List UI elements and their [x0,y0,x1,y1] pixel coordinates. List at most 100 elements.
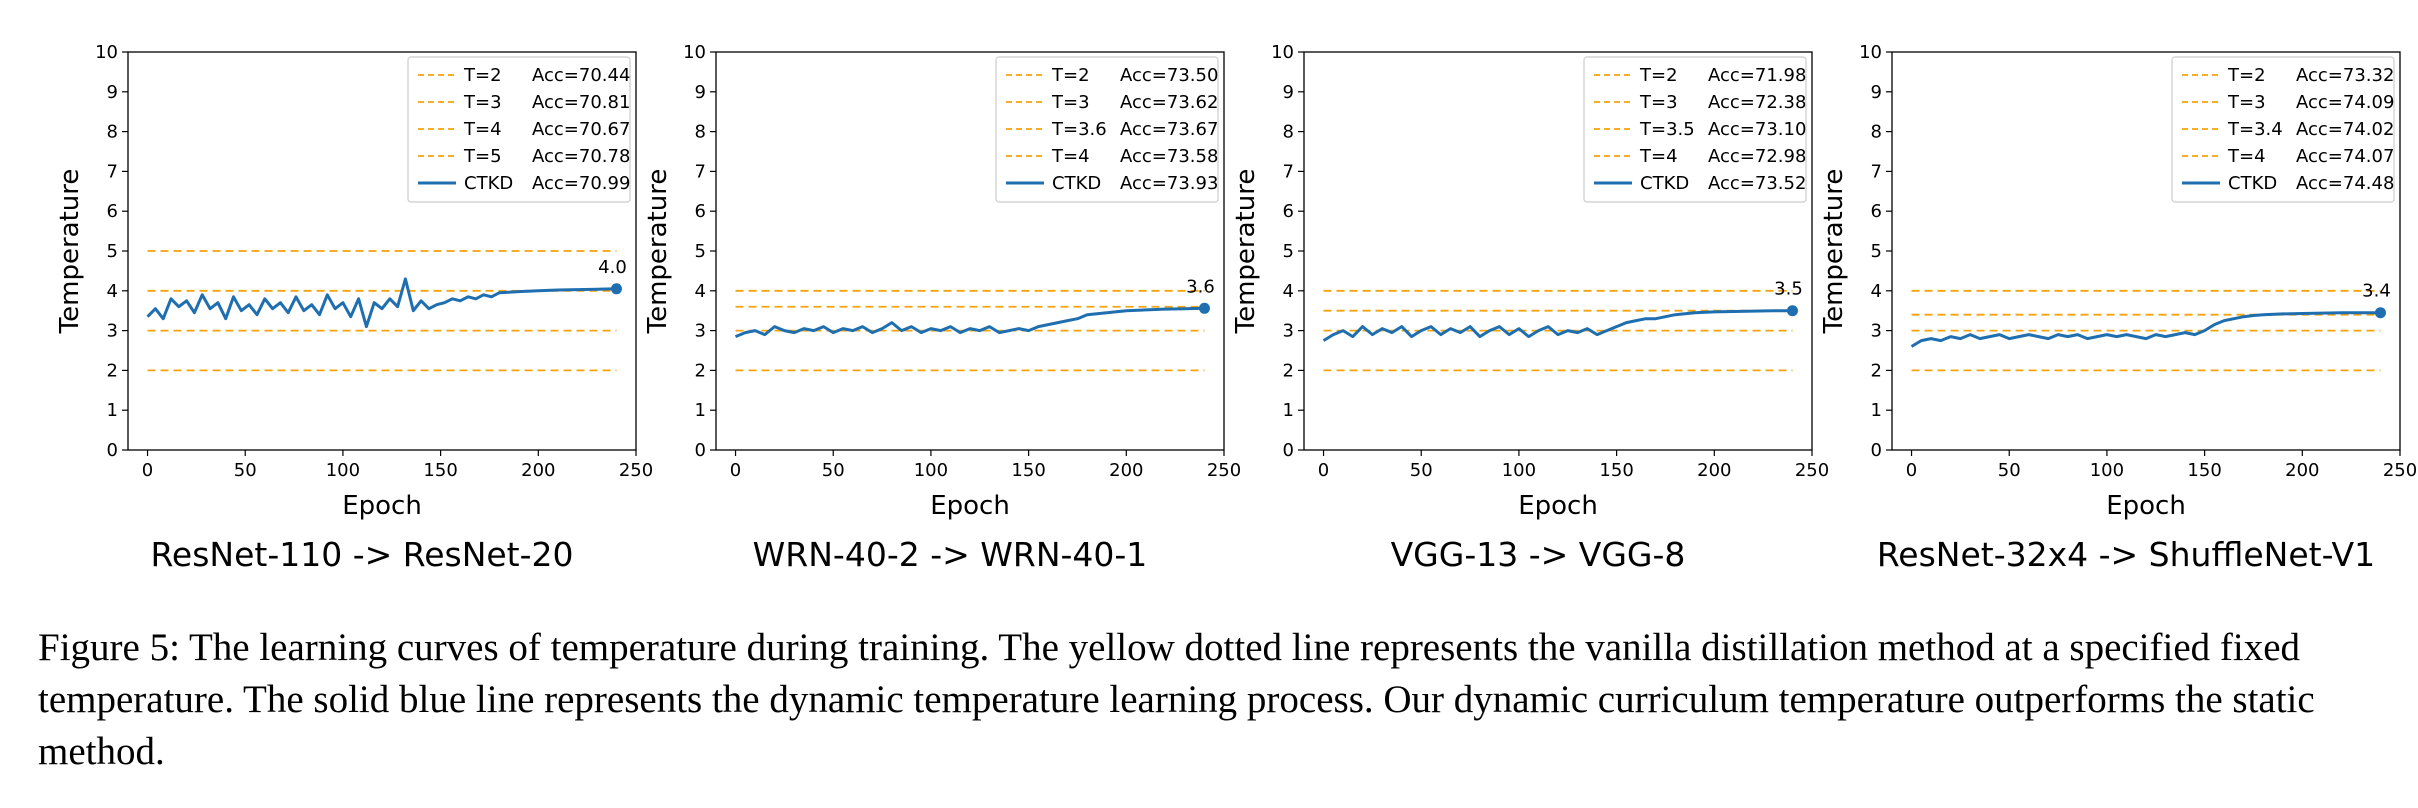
legend-label: CTKD [1052,173,1101,194]
y-tick-label: 10 [95,42,118,63]
panel-title: WRN-40-2 -> WRN-40-1 [753,535,1148,574]
legend-label: T=5 [463,146,502,167]
legend-label: T=3.4 [2227,119,2283,140]
y-tick-label: 1 [107,400,118,421]
x-tick-label: 200 [1697,460,1731,481]
y-tick-label: 7 [1871,161,1882,182]
ctkd-curve [1322,309,1793,342]
legend-label: T=3.6 [1051,119,1107,140]
y-tick-label: 8 [1283,122,1294,143]
y-tick-label: 2 [695,360,706,381]
figure-caption: Figure 5: The learning curves of tempera… [38,626,2315,773]
ctkd-final-point [1786,305,1798,317]
y-tick-label: 10 [1859,42,1882,63]
y-tick-label: 5 [1283,241,1294,262]
x-tick-label: 0 [730,460,741,481]
ctkd-curve [146,277,617,329]
ctkd-final-label: 4.0 [598,257,627,278]
y-tick-label: 5 [695,241,706,262]
y-tick-label: 2 [1283,360,1294,381]
ctkd-final-point [610,283,622,295]
y-axis-label: Temperature [643,169,673,335]
x-tick-label: 50 [234,460,257,481]
y-tick-label: 5 [107,241,118,262]
x-tick-label: 0 [142,460,153,481]
legend-accuracy: Acc=73.93 [1120,173,1218,194]
y-tick-label: 0 [1871,440,1882,461]
legend-accuracy: Acc=74.48 [2296,173,2394,194]
x-tick-label: 100 [1502,460,1536,481]
x-tick-label: 250 [2383,460,2417,481]
y-tick-label: 8 [1871,122,1882,143]
x-axis-label: Epoch [2106,491,2186,521]
legend-label: T=4 [2227,146,2266,167]
x-tick-label: 150 [1599,460,1633,481]
legend-label: CTKD [2228,173,2277,194]
x-tick-label: 100 [2090,460,2124,481]
x-tick-label: 50 [822,460,845,481]
legend-label: T=3 [1639,92,1678,113]
x-axis-label: Epoch [342,491,422,521]
legend-accuracy: Acc=72.38 [1708,92,1806,113]
y-axis-label: Temperature [55,169,85,335]
legend-accuracy: Acc=74.02 [2296,119,2394,140]
y-tick-label: 8 [695,122,706,143]
y-tick-label: 9 [695,82,706,103]
ctkd-curve [1910,311,2381,348]
legend-box [995,56,1219,203]
legend-accuracy: Acc=73.62 [1120,92,1218,113]
legend-label: T=4 [1639,146,1678,167]
y-tick-label: 9 [1283,82,1294,103]
panel-title: ResNet-110 -> ResNet-20 [150,535,573,574]
y-axis-label: Temperature [1231,169,1261,335]
y-tick-label: 3 [1283,321,1294,342]
y-tick-label: 1 [1283,400,1294,421]
x-tick-label: 50 [1410,460,1433,481]
y-tick-label: 6 [695,201,706,222]
legend-accuracy: Acc=73.10 [1708,119,1806,140]
legend-label: T=2 [1051,65,1090,86]
x-tick-label: 250 [1207,460,1241,481]
x-tick-label: 250 [1795,460,1829,481]
x-tick-label: 0 [1318,460,1329,481]
ctkd-final-label: 3.6 [1186,276,1215,297]
legend-accuracy: Acc=70.81 [532,92,630,113]
y-tick-label: 0 [107,440,118,461]
legend-label: T=4 [1051,146,1090,167]
y-tick-label: 0 [1283,440,1294,461]
x-tick-label: 200 [2285,460,2319,481]
legend-accuracy: Acc=74.07 [2296,146,2394,167]
x-tick-label: 100 [914,460,948,481]
y-tick-label: 4 [1283,281,1294,302]
legend-accuracy: Acc=70.44 [532,65,630,86]
legend-box [1583,56,1807,203]
panel-title: ResNet-32x4 -> ShuffleNet-V1 [1877,535,2375,574]
legend-box [407,56,631,203]
legend-label: T=2 [2227,65,2266,86]
legend-box [2171,56,2395,203]
y-tick-label: 7 [107,161,118,182]
legend-label: T=3 [1051,92,1090,113]
legend-accuracy: Acc=70.67 [532,119,630,140]
y-axis-label: Temperature [1819,169,1849,335]
legend-label: T=3.5 [1639,119,1695,140]
legend-accuracy: Acc=71.98 [1708,65,1806,86]
ctkd-final-label: 3.5 [1774,279,1803,300]
x-tick-label: 0 [1906,460,1917,481]
legend-label: CTKD [1640,173,1689,194]
y-tick-label: 7 [695,161,706,182]
legend-accuracy: Acc=70.78 [532,146,630,167]
x-tick-label: 200 [1109,460,1143,481]
y-tick-label: 3 [107,321,118,342]
ctkd-final-point [2374,307,2386,319]
y-tick-label: 3 [695,321,706,342]
ctkd-final-label: 3.4 [2362,281,2391,302]
y-tick-label: 4 [1871,281,1882,302]
y-tick-label: 1 [1871,400,1882,421]
x-tick-label: 50 [1998,460,2021,481]
x-tick-label: 250 [619,460,653,481]
y-tick-label: 4 [695,281,706,302]
x-axis-label: Epoch [930,491,1010,521]
panel-title: VGG-13 -> VGG-8 [1391,535,1686,574]
